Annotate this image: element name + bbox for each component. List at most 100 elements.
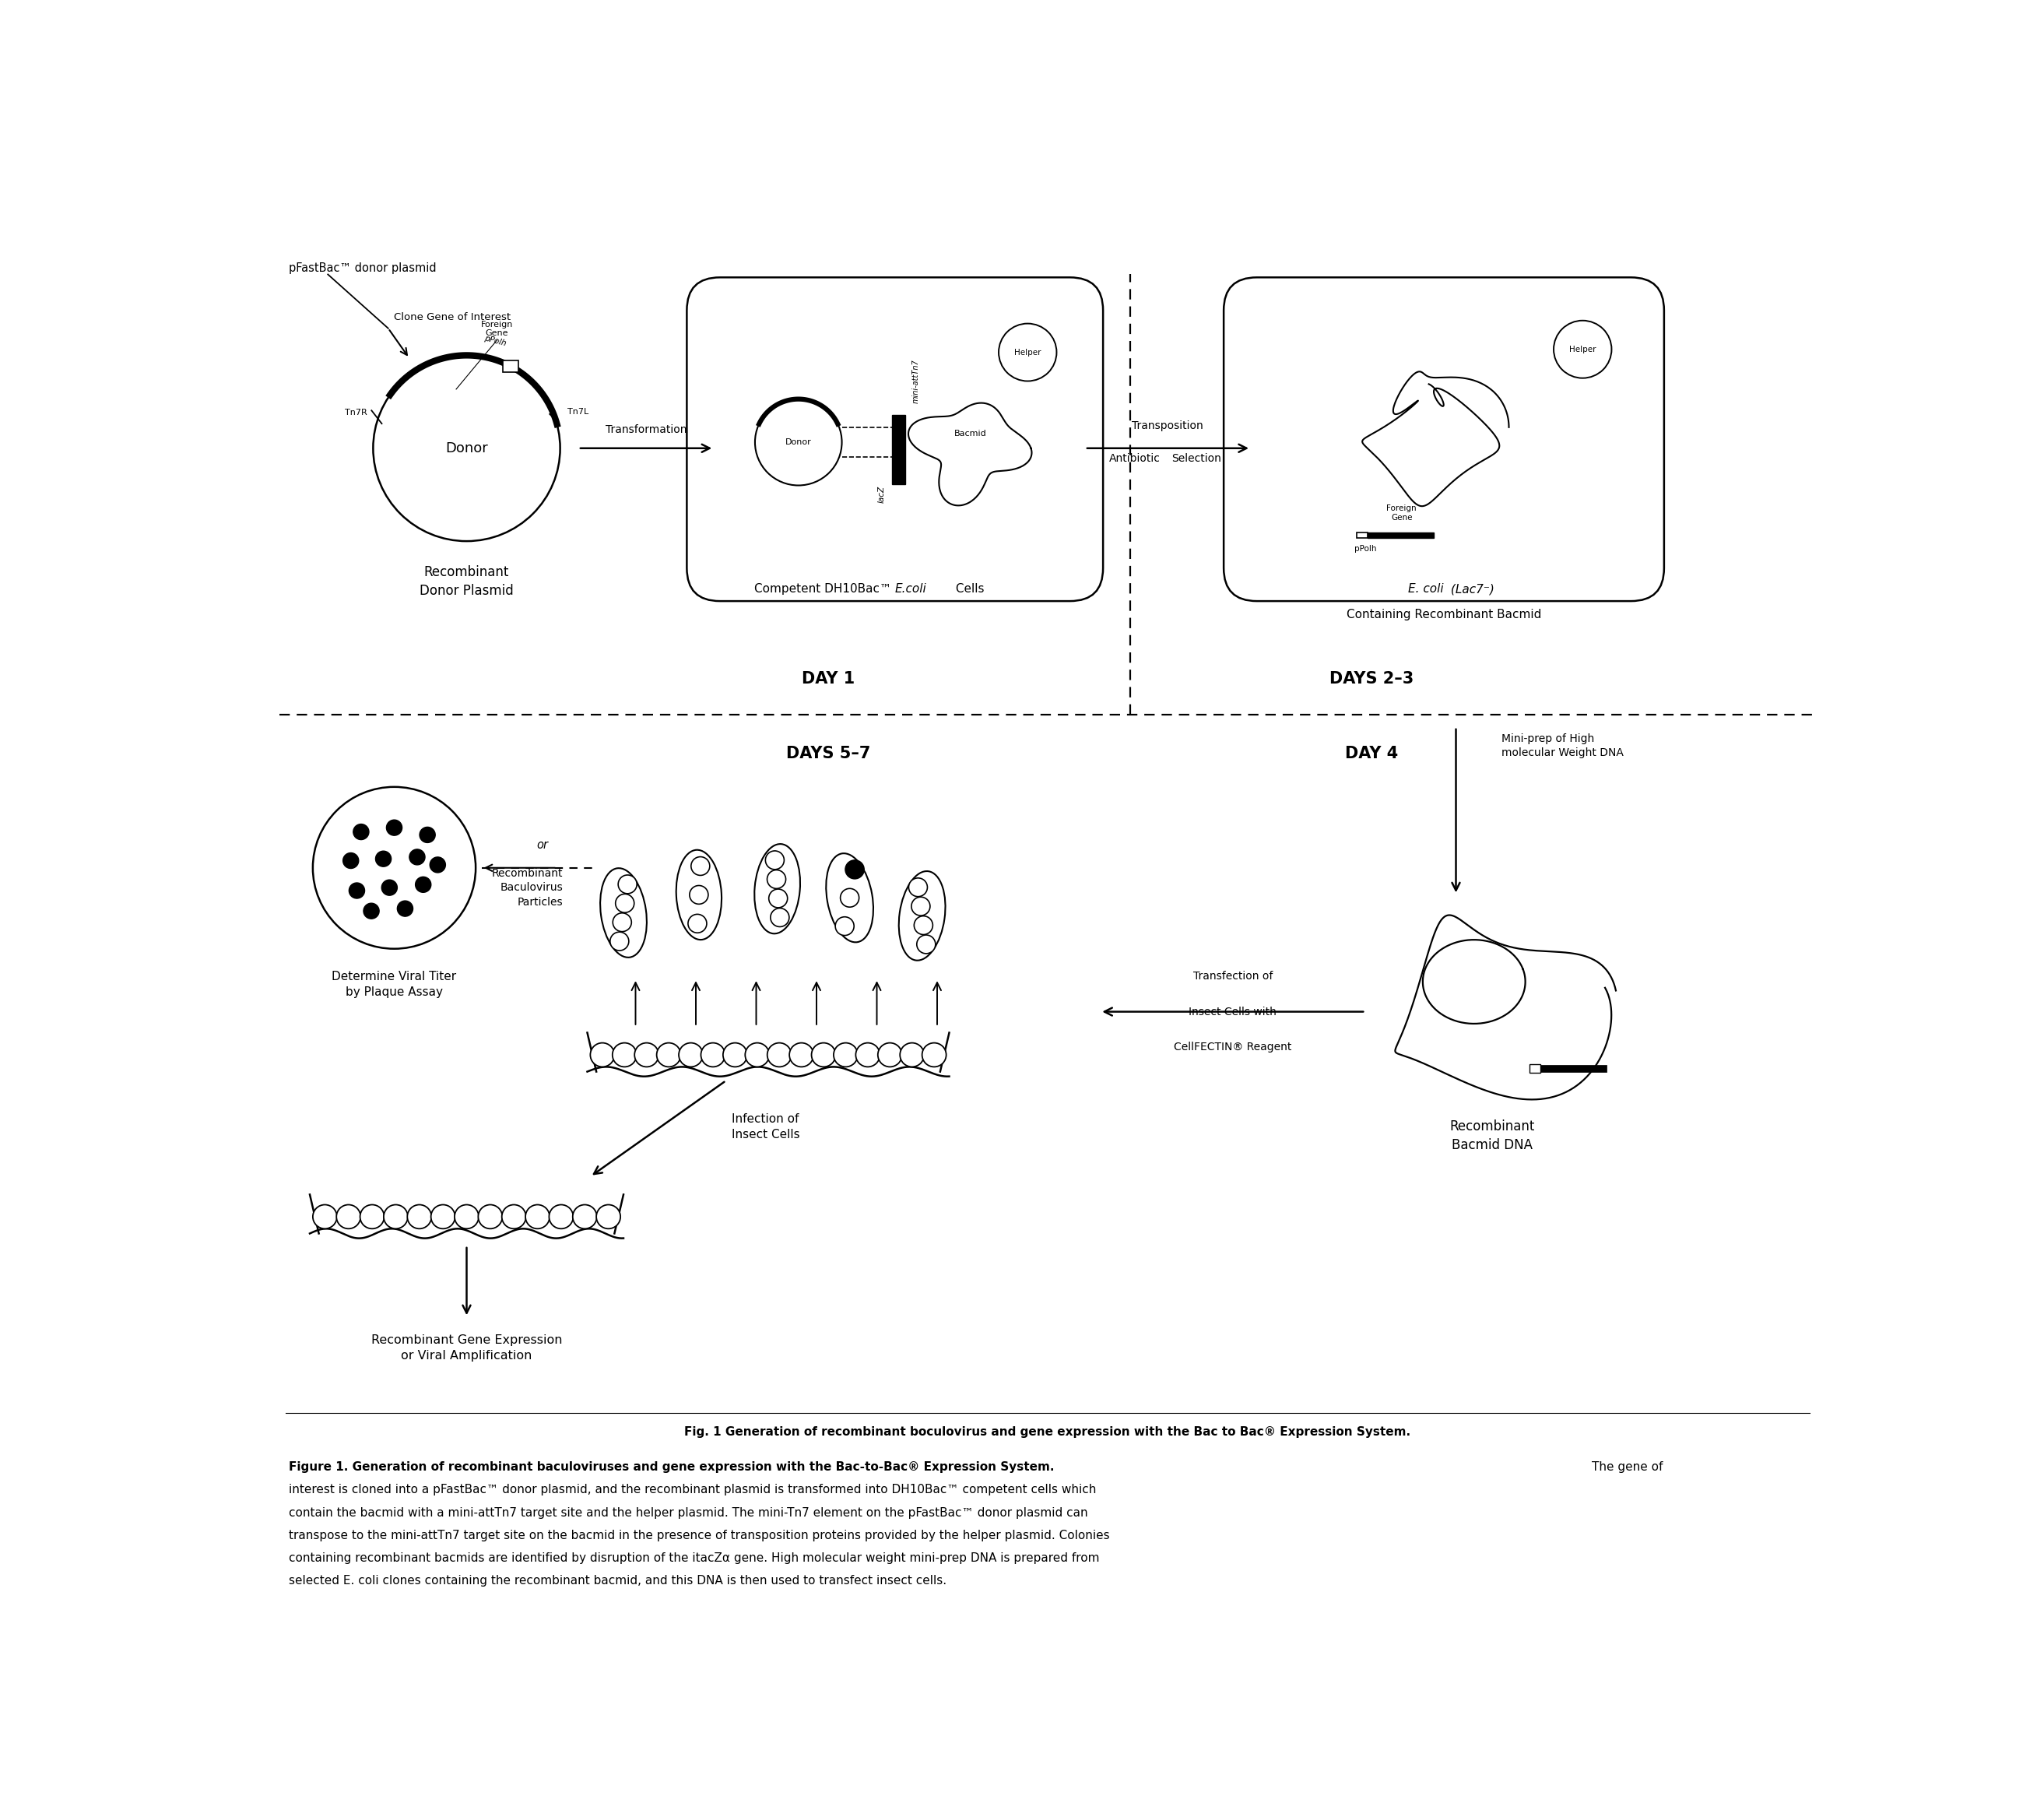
Bar — [1357, 532, 1367, 538]
Circle shape — [431, 1205, 456, 1228]
Circle shape — [918, 936, 936, 954]
Text: Transposition: Transposition — [1132, 420, 1204, 431]
Text: Insect Cells with: Insect Cells with — [1190, 1007, 1278, 1018]
Circle shape — [754, 400, 842, 485]
Ellipse shape — [826, 854, 873, 943]
Text: pFastBac™ donor plasmid: pFastBac™ donor plasmid — [288, 262, 435, 274]
Text: Foreign
Gene: Foreign Gene — [1386, 505, 1416, 521]
Circle shape — [313, 787, 476, 948]
Circle shape — [877, 1043, 901, 1067]
Text: The gene of: The gene of — [1592, 1461, 1662, 1474]
Text: pPolh: pPolh — [1355, 545, 1378, 552]
Circle shape — [550, 1205, 572, 1228]
Text: DAY 4: DAY 4 — [1345, 747, 1398, 761]
Text: Cells: Cells — [953, 583, 985, 594]
Circle shape — [337, 1205, 360, 1228]
Text: Bacmid: Bacmid — [955, 429, 987, 438]
Circle shape — [691, 858, 709, 876]
Circle shape — [503, 1205, 525, 1228]
Text: lacZ: lacZ — [877, 485, 885, 503]
Text: or: or — [536, 839, 548, 850]
Circle shape — [764, 850, 785, 870]
Bar — [1367, 532, 1433, 538]
Circle shape — [572, 1205, 597, 1228]
Text: Transformation: Transformation — [605, 423, 687, 434]
Circle shape — [613, 912, 632, 932]
Circle shape — [836, 918, 854, 936]
Text: Recombinant
Baculovirus
Particles: Recombinant Baculovirus Particles — [493, 869, 564, 907]
Text: Selection: Selection — [1171, 452, 1220, 463]
Circle shape — [454, 1205, 478, 1228]
Text: Tn7R: Tn7R — [345, 409, 368, 416]
Circle shape — [689, 885, 707, 905]
Circle shape — [840, 889, 858, 907]
Circle shape — [386, 819, 403, 836]
Circle shape — [376, 850, 390, 867]
Text: Infection of
Insect Cells: Infection of Insect Cells — [732, 1114, 801, 1141]
Circle shape — [811, 1043, 836, 1067]
Circle shape — [429, 858, 446, 872]
Circle shape — [350, 883, 364, 898]
Circle shape — [769, 889, 787, 908]
Circle shape — [354, 825, 368, 839]
Circle shape — [597, 1205, 621, 1228]
Circle shape — [525, 1205, 550, 1228]
Circle shape — [766, 870, 785, 889]
Circle shape — [899, 1043, 924, 1067]
Text: (Lac7⁻): (Lac7⁻) — [1447, 583, 1494, 594]
Text: Recombinant
Donor Plasmid: Recombinant Donor Plasmid — [419, 565, 513, 598]
Circle shape — [656, 1043, 681, 1067]
Circle shape — [591, 1043, 615, 1067]
Text: Recombinant Gene Expression
or Viral Amplification: Recombinant Gene Expression or Viral Amp… — [372, 1334, 562, 1361]
Circle shape — [360, 1205, 384, 1228]
Bar — [891, 416, 905, 483]
Text: contain the bacmid with a mini-attTn7 target site and the helper plasmid. The mi: contain the bacmid with a mini-attTn7 ta… — [288, 1506, 1087, 1519]
Circle shape — [615, 894, 634, 912]
Ellipse shape — [677, 850, 722, 939]
Circle shape — [771, 908, 789, 927]
Text: Containing Recombinant Bacmid: Containing Recombinant Bacmid — [1347, 609, 1541, 621]
Circle shape — [679, 1043, 703, 1067]
Text: Figure 1. Generation of recombinant baculoviruses and gene expression with the B: Figure 1. Generation of recombinant bacu… — [288, 1461, 1055, 1474]
Circle shape — [912, 898, 930, 916]
Text: Clone Gene of Interest: Clone Gene of Interest — [394, 313, 511, 322]
Text: DAYS 2–3: DAYS 2–3 — [1329, 670, 1414, 687]
Circle shape — [343, 852, 358, 869]
Circle shape — [746, 1043, 769, 1067]
Text: E.coli: E.coli — [895, 583, 926, 594]
Bar — [1529, 1065, 1541, 1072]
Circle shape — [834, 1043, 858, 1067]
Circle shape — [914, 916, 932, 934]
Text: DAYS 5–7: DAYS 5–7 — [787, 747, 871, 761]
Circle shape — [478, 1205, 503, 1228]
Text: Recombinant
Bacmid DNA: Recombinant Bacmid DNA — [1449, 1119, 1535, 1152]
FancyBboxPatch shape — [687, 278, 1104, 601]
Text: selected E. coli clones containing the recombinant bacmid, and this DNA is then : selected E. coli clones containing the r… — [288, 1575, 946, 1586]
Circle shape — [789, 1043, 814, 1067]
Circle shape — [364, 903, 380, 919]
Ellipse shape — [899, 870, 944, 961]
Text: Donor: Donor — [446, 442, 489, 456]
Circle shape — [374, 356, 560, 541]
Circle shape — [382, 879, 397, 896]
Circle shape — [313, 1205, 337, 1228]
Circle shape — [910, 878, 928, 896]
Text: CellFECTIN® Reagent: CellFECTIN® Reagent — [1173, 1041, 1292, 1052]
Text: transpose to the mini-attTn7 target site on the bacmid in the presence of transp: transpose to the mini-attTn7 target site… — [288, 1530, 1110, 1541]
Circle shape — [922, 1043, 946, 1067]
Circle shape — [407, 1205, 431, 1228]
Circle shape — [617, 876, 638, 894]
Circle shape — [689, 914, 707, 932]
Circle shape — [634, 1043, 658, 1067]
Text: Helper: Helper — [1570, 345, 1596, 352]
Circle shape — [766, 1043, 791, 1067]
Circle shape — [419, 827, 435, 843]
Circle shape — [397, 901, 413, 916]
Text: Foreign
Gene: Foreign Gene — [480, 320, 513, 338]
Text: Competent DH10Bac™: Competent DH10Bac™ — [754, 583, 895, 594]
Text: Donor: Donor — [785, 438, 811, 447]
Ellipse shape — [754, 843, 799, 934]
Text: interest is cloned into a pFastBac™ donor plasmid, and the recombinant plasmid i: interest is cloned into a pFastBac™ dono… — [288, 1484, 1096, 1495]
Circle shape — [409, 849, 425, 865]
Text: Transfection of: Transfection of — [1194, 970, 1273, 981]
